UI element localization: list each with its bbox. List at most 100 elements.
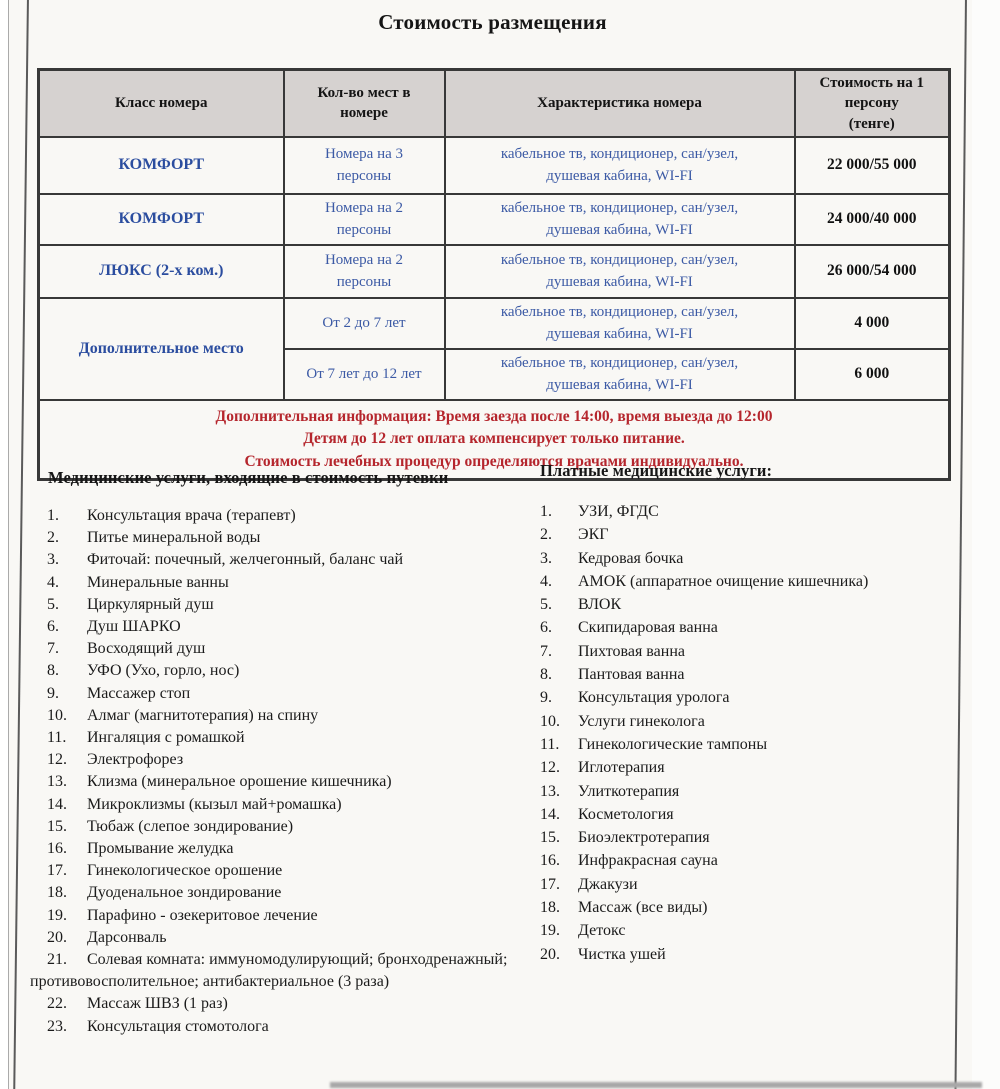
table-row: КОМФОРТ Номера на 3 персоны кабельное тв, … [37,135,951,195]
list-item: 19. Парафино - озекеритовое лечение [30,905,510,927]
seats-cell: От 7 лет до 12 лет [282,347,446,401]
list-item: 5. ВЛОК [535,593,985,616]
item-text: Пантовая ванна [578,666,685,684]
list-item: 20. Дарсонваль [30,927,510,949]
item-text: Консультация стомотолога [87,1017,269,1035]
item-number: 6. [47,618,59,636]
item-number: 3. [540,549,552,567]
item-number: 2. [540,526,552,544]
item-number: 5. [540,596,552,614]
item-number: 1. [540,503,552,520]
item-number: 7. [47,640,59,658]
notes-row: Дополнительная информация: Время заезда … [37,398,951,481]
features-cell: кабельное тв, кондиционер, сан/узел, душ… [443,192,796,246]
list-item: 4. АМОК (аппаратное очищение кишечника) [535,570,985,593]
item-number: 7. [540,642,552,660]
item-number: 2. [47,529,59,547]
item-number: 14. [540,805,560,823]
scan-edge-line [8,0,9,1089]
list-item: 14. Микроклизмы (кызыл май+ромашка) [30,794,510,816]
column-header: Класс номера [37,68,285,138]
list-item: 9. Массажер стоп [30,683,510,705]
list-item: 19. Детокс [535,919,985,942]
item-text: Биоэлектротерапия [578,829,710,847]
item-number: 22. [47,995,67,1013]
paid-services-title: Платные медицинские услуги: [540,461,773,480]
item-number: 17. [47,862,67,880]
item-number: 16. [540,852,560,870]
list-item: 3. Фиточай: почечный, желчегонный, баланс… [30,549,510,571]
item-number: 5. [47,595,59,613]
features-cell: кабельное тв, кондиционер, сан/узел, душ… [443,135,796,195]
item-number: 17. [540,875,560,893]
features-cell: кабельное тв, кондиционер, сан/узел, душ… [443,296,796,350]
room-class-cell: КОМФОРТ [37,192,285,246]
item-text: Инфракрасная сауна [578,852,718,870]
item-number: 1. [47,507,59,524]
item-text: Восходящий душ [87,640,206,658]
item-number: 9. [47,684,59,702]
item-number: 20. [540,945,560,963]
table-row: Дополнительное место От 2 до 7 лет кабельн… [37,296,951,401]
item-text: Дарсонваль [87,928,167,946]
item-text: Душ ШАРКО [87,618,181,636]
item-number: 11. [47,729,67,747]
list-item: 12. Иглотерапия [535,756,985,779]
scan-margin [0,0,8,1089]
item-text: Услуги гинеколога [578,712,705,730]
note-line: Детям до 12 лет оплата компенсирует толь… [303,430,685,448]
list-item: 11. Гинекологические тампоны [535,733,985,756]
item-text: ЭКГ [578,526,609,544]
room-class-cell: ЛЮКС (2-х ком.) [37,243,285,299]
item-number: 4. [540,572,552,590]
item-text: Улиткотерапия [578,782,680,800]
item-text: Фиточай: почечный, желчегонный, баланс ч… [87,551,404,569]
price-cell: 6 000 [793,347,951,401]
item-number: 21. [47,951,67,969]
list-item: 13. Клизма (минеральное орошение кишечник… [30,771,510,793]
item-number: 6. [540,619,552,637]
item-number: 11. [540,735,560,753]
paid-services-list: 1. УЗИ, ФГДС 2. ЭКГ 3. Кедровая бочка 4. АМОК (… [535,500,985,966]
seats-cell: От 2 до 7 лет [282,296,446,350]
features-cell: кабельное тв, кондиционер, сан/узел, душ… [443,243,796,299]
item-text: Косметология [578,805,674,823]
list-item: 7. Пихтовая ванна [535,640,985,663]
item-text: Гинекологическое орошение [87,862,283,880]
scan-shadow-band [330,1082,982,1088]
list-item: 18. Массаж (все виды) [535,896,985,919]
item-number: 3. [47,551,59,569]
item-number: 16. [47,840,67,858]
item-text: Детокс [578,922,626,940]
item-text: Ингаляция с ромашкой [87,729,245,747]
list-item: 10. Алмаг (магнитотерапия) на спину [30,705,510,727]
column-header: Кол-во мест в номере [282,68,446,138]
list-item: 21. Солевая комната: иммуномодулирующий; … [30,949,510,993]
item-text: Чистка ушей [578,945,666,963]
seats-cell: Номера на 2 персоны [282,192,446,246]
list-item: 8. УФО (Ухо, горло, нос) [30,660,510,682]
item-text: Массаж ШВЗ (1 раз) [87,995,228,1013]
list-item: 2. Питье минеральной воды [30,527,510,549]
list-item: 23. Консультация стомотолога [30,1016,510,1038]
list-item: 18. Дуоденальное зондирование [30,882,510,904]
item-text: Массажер стоп [87,684,191,702]
item-number: 13. [540,782,560,800]
item-number: 19. [47,906,67,924]
list-item: 11. Ингаляция с ромашкой [30,727,510,749]
item-text: Микроклизмы (кызыл май+ромашка) [87,795,342,813]
item-number: 18. [540,899,560,917]
item-number: 12. [47,751,67,769]
list-item: 5. Циркулярный душ [30,594,510,616]
item-text: Консультация уролога [578,689,730,707]
scan-margin [972,0,1000,1089]
item-text: УФО (Ухо, горло, нос) [87,662,240,680]
additional-info-cell: Дополнительная информация: Время заезда … [37,398,951,481]
item-text: Клизма (минеральное орошение кишечника) [87,773,392,791]
item-text: Иглотерапия [578,759,665,777]
item-number: 4. [47,573,59,591]
item-text: Минеральные ванны [87,573,229,591]
item-text: Скипидаровая ванна [578,619,718,637]
list-item: 3. Кедровая бочка [535,547,985,570]
